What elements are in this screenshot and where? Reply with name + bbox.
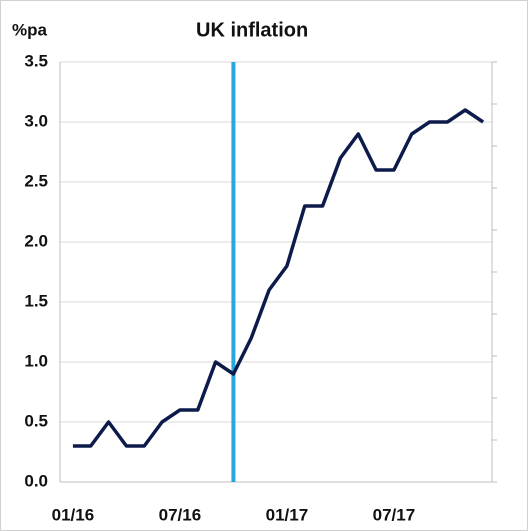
x-tick-label: 01/17: [266, 505, 309, 524]
line-series: [72, 108, 485, 448]
chart-title: UK inflation: [196, 19, 308, 41]
x-tick-label: 01/16: [52, 505, 95, 524]
y-tick-label: 1.0: [24, 351, 48, 370]
y-tick-label: 3.0: [24, 111, 48, 130]
y-tick-label: 1.5: [24, 291, 48, 310]
y-tick-label: 2.5: [24, 171, 48, 190]
y-tick-label: 0.5: [24, 411, 48, 430]
y-tick-label: 3.5: [24, 51, 48, 70]
x-tick-label: 07/16: [159, 505, 202, 524]
y-tick-label: 0.0: [24, 471, 48, 490]
x-tick-label: 07/17: [373, 505, 416, 524]
y-tick-label: 2.0: [24, 231, 48, 250]
y-axis-label: %pa: [12, 20, 48, 39]
